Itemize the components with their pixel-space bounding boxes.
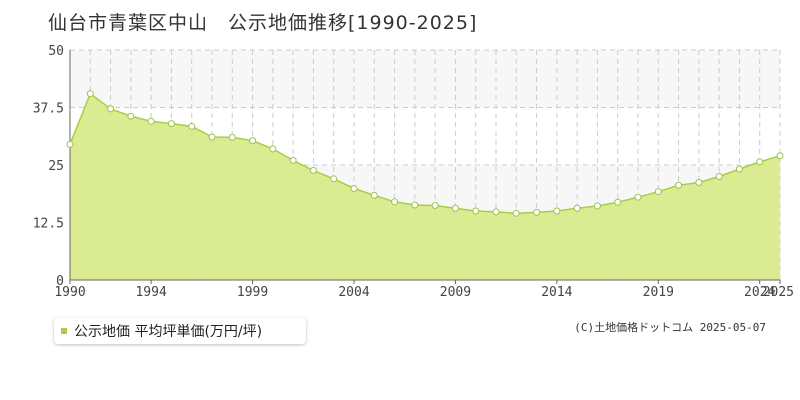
- data-point: [411, 201, 419, 209]
- data-point: [614, 198, 622, 206]
- data-point: [86, 90, 94, 98]
- legend-label: 公示地価 平均坪単価(万円/坪): [74, 324, 263, 340]
- copyright-credit: (C)土地価格ドットコム 2025-05-07: [574, 321, 766, 334]
- legend: 公示地価 平均坪単価(万円/坪): [54, 318, 306, 344]
- y-tick-label: 50: [48, 44, 64, 59]
- data-point: [228, 133, 236, 141]
- data-point: [269, 145, 277, 153]
- chart-svg: 0 12.5 25 37.5 50 1990 1994 1999 2004 2009 2014 201…: [33, 44, 794, 300]
- data-point: [451, 204, 459, 212]
- data-point: [634, 193, 642, 201]
- data-point: [776, 152, 784, 160]
- data-point: [147, 117, 155, 125]
- x-tick-label: 2004: [338, 285, 369, 300]
- data-point: [593, 202, 601, 210]
- data-point: [512, 209, 520, 217]
- x-tick-label: 2025: [763, 285, 794, 300]
- data-point: [553, 207, 561, 215]
- x-tick-label: 1990: [54, 285, 85, 300]
- data-point: [249, 137, 257, 145]
- x-tick-label: 1994: [135, 285, 166, 300]
- data-point: [675, 181, 683, 189]
- data-point: [735, 165, 743, 173]
- data-point: [431, 201, 439, 209]
- data-point: [715, 173, 723, 180]
- data-point: [188, 122, 196, 130]
- y-tick-label: 25: [48, 159, 64, 174]
- data-point: [127, 112, 135, 120]
- data-point: [695, 178, 703, 186]
- x-tick-label: 2024: [744, 285, 775, 300]
- data-point: [533, 208, 541, 216]
- x-tick-label: 2009: [440, 285, 471, 300]
- chart-band: [70, 50, 780, 108]
- data-point: [66, 140, 74, 148]
- y-tick-label: 0: [56, 274, 64, 289]
- page-title: 仙台市青葉区中山 公示地価推移[1990-2025]: [48, 12, 478, 34]
- y-tick-label: 12.5: [33, 217, 64, 232]
- data-point: [107, 105, 115, 113]
- data-point: [654, 188, 662, 196]
- data-point: [167, 120, 175, 128]
- data-point: [289, 156, 297, 164]
- data-point: [309, 167, 317, 175]
- chart: 0 12.5 25 37.5 50 1990 1994 1999 2004 2009 2014 201…: [33, 44, 794, 300]
- x-tick-label: 2019: [643, 285, 674, 300]
- legend-swatch: [61, 328, 67, 334]
- data-point: [756, 158, 764, 166]
- data-point: [472, 207, 480, 215]
- y-tick-label: 37.5: [33, 102, 64, 117]
- data-point: [492, 208, 500, 216]
- data-point: [208, 133, 216, 141]
- data-point: [391, 198, 399, 206]
- data-point: [573, 204, 581, 212]
- data-point: [350, 184, 358, 192]
- data-point: [330, 175, 338, 183]
- data-point: [370, 191, 378, 199]
- x-tick-label: 2014: [541, 285, 572, 300]
- x-tick-label: 1999: [237, 285, 268, 300]
